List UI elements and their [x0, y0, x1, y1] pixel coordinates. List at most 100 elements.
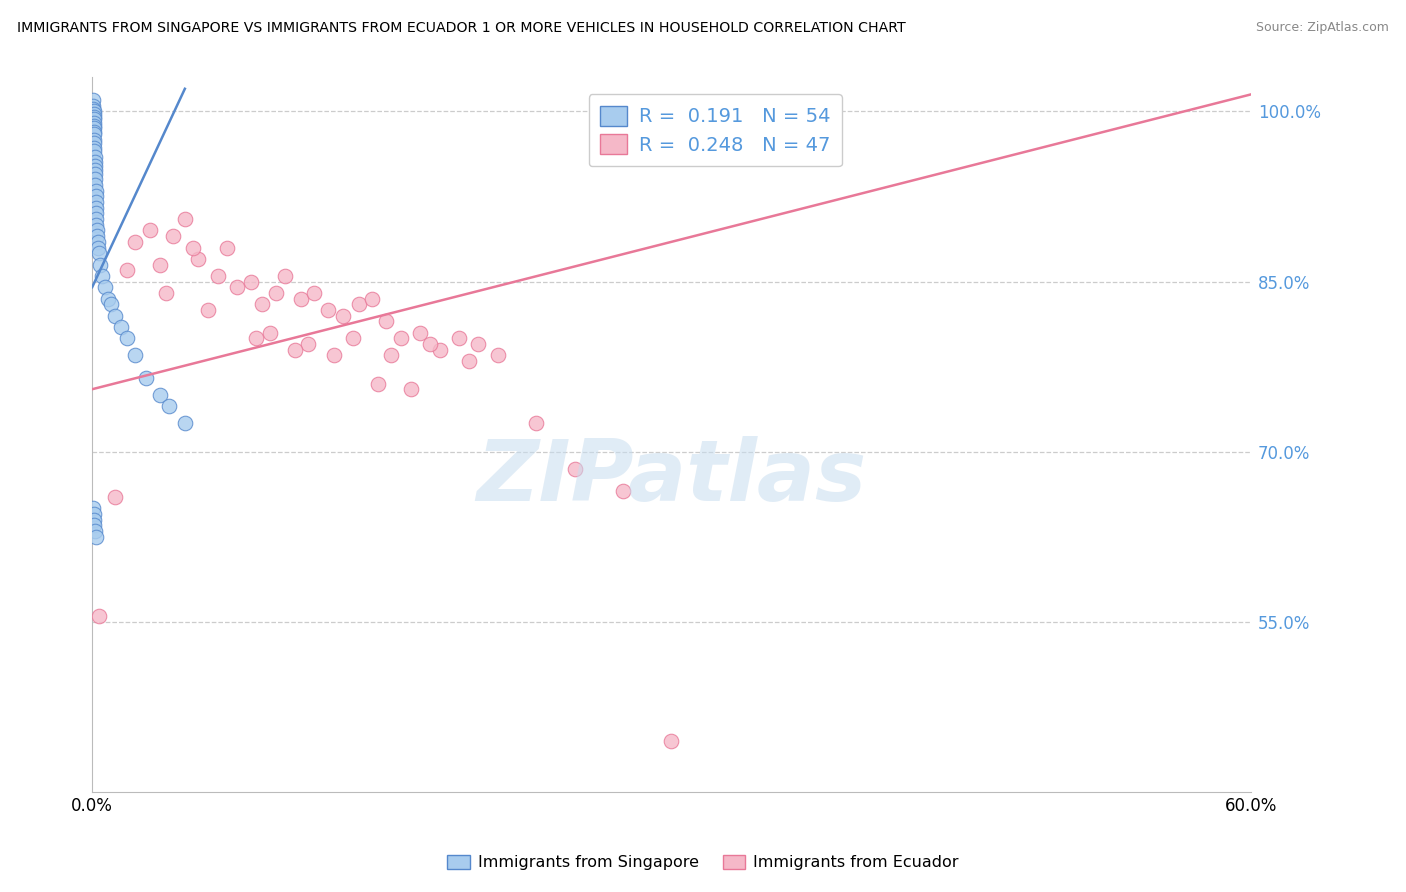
Point	[86, 229, 108, 244]
Point	[83, 507, 105, 521]
Point	[104, 490, 127, 504]
Point	[84, 206, 107, 220]
Point	[124, 235, 146, 249]
Point	[83, 518, 105, 533]
Point	[264, 285, 287, 300]
Point	[82, 99, 104, 113]
Point	[90, 268, 112, 283]
Point	[82, 102, 104, 116]
Point	[86, 235, 108, 249]
Point	[274, 268, 297, 283]
Point	[399, 382, 422, 396]
Point	[87, 609, 110, 624]
Point	[104, 309, 127, 323]
Point	[83, 116, 105, 130]
Point	[250, 297, 273, 311]
Point	[367, 376, 389, 391]
Point	[86, 223, 108, 237]
Point	[84, 195, 107, 210]
Point	[83, 121, 105, 136]
Point	[83, 136, 105, 151]
Point	[173, 416, 195, 430]
Point	[84, 167, 107, 181]
Point	[449, 331, 471, 345]
Point	[564, 461, 586, 475]
Point	[409, 326, 432, 340]
Point	[486, 348, 509, 362]
Point	[429, 343, 451, 357]
Point	[661, 733, 683, 747]
Point	[524, 416, 547, 430]
Point	[149, 258, 172, 272]
Point	[83, 150, 105, 164]
Point	[302, 285, 325, 300]
Point	[87, 246, 110, 260]
Point	[83, 104, 105, 119]
Point	[245, 331, 267, 345]
Point	[347, 297, 370, 311]
Text: Source: ZipAtlas.com: Source: ZipAtlas.com	[1256, 21, 1389, 34]
Point	[297, 337, 319, 351]
Point	[84, 178, 107, 193]
Point	[83, 119, 105, 133]
Legend: R =  0.191   N = 54, R =  0.248   N = 47: R = 0.191 N = 54, R = 0.248 N = 47	[589, 95, 842, 167]
Point	[149, 388, 172, 402]
Point	[100, 297, 122, 311]
Point	[217, 240, 239, 254]
Point	[259, 326, 281, 340]
Point	[316, 302, 339, 317]
Text: ZIPatlas: ZIPatlas	[477, 436, 866, 519]
Point	[207, 268, 229, 283]
Point	[84, 163, 107, 178]
Point	[389, 331, 412, 345]
Point	[83, 513, 105, 527]
Point	[87, 240, 110, 254]
Point	[83, 127, 105, 141]
Point	[84, 172, 107, 186]
Point	[157, 399, 180, 413]
Point	[173, 212, 195, 227]
Point	[83, 110, 105, 124]
Point	[89, 258, 111, 272]
Point	[83, 133, 105, 147]
Point	[83, 125, 105, 139]
Point	[342, 331, 364, 345]
Point	[284, 343, 307, 357]
Text: IMMIGRANTS FROM SINGAPORE VS IMMIGRANTS FROM ECUADOR 1 OR MORE VEHICLES IN HOUSE: IMMIGRANTS FROM SINGAPORE VS IMMIGRANTS …	[17, 21, 905, 35]
Point	[86, 218, 108, 232]
Point	[361, 292, 384, 306]
Point	[457, 354, 479, 368]
Point	[139, 223, 162, 237]
Point	[115, 263, 138, 277]
Point	[197, 302, 219, 317]
Point	[612, 484, 634, 499]
Point	[187, 252, 209, 266]
Point	[84, 524, 107, 538]
Point	[162, 229, 184, 244]
Point	[181, 240, 204, 254]
Point	[135, 371, 157, 385]
Point	[83, 112, 105, 127]
Point	[155, 285, 177, 300]
Point	[84, 201, 107, 215]
Point	[84, 189, 107, 203]
Point	[97, 292, 120, 306]
Point	[115, 331, 138, 345]
Point	[226, 280, 249, 294]
Point	[419, 337, 441, 351]
Point	[82, 501, 104, 516]
Point	[467, 337, 489, 351]
Point	[83, 106, 105, 120]
Point	[83, 155, 105, 169]
Point	[93, 280, 115, 294]
Point	[83, 141, 105, 155]
Point	[332, 309, 354, 323]
Point	[239, 275, 262, 289]
Point	[82, 93, 104, 107]
Point	[110, 319, 132, 334]
Point	[84, 159, 107, 173]
Point	[83, 144, 105, 158]
Point	[380, 348, 402, 362]
Point	[84, 530, 107, 544]
Point	[86, 212, 108, 227]
